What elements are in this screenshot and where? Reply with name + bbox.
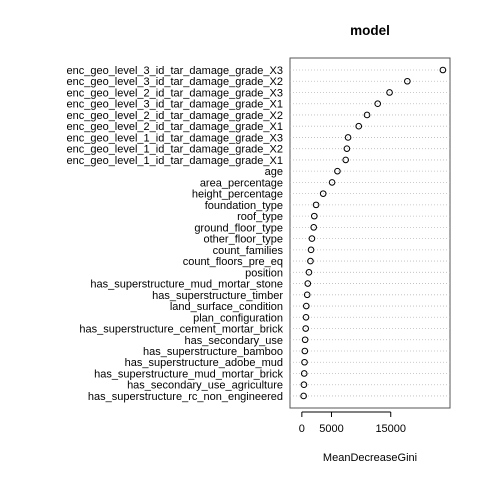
data-point (300, 381, 308, 389)
data-point (304, 280, 312, 287)
category-label: count_floors_pre_eq (183, 256, 283, 268)
category-label: enc_geo_level_1_id_tar_damage_grade_X1 (66, 155, 283, 167)
category-label: enc_geo_level_1_id_tar_damage_grade_X2 (66, 144, 283, 156)
data-point (301, 347, 309, 355)
category-label: has_superstructure_mud_mortar_brick (94, 368, 283, 380)
data-point (439, 66, 447, 74)
data-point (342, 156, 350, 164)
data-point (303, 291, 311, 299)
category-label: has_superstructure_timber (152, 290, 283, 302)
category-label: enc_geo_level_3_id_tar_damage_grade_X2 (66, 76, 283, 88)
category-label: plan_configuration (193, 312, 283, 324)
data-point (305, 269, 313, 276)
category-label: enc_geo_level_3_id_tar_damage_grade_X3 (66, 65, 283, 77)
data-point (334, 167, 341, 175)
data-point (374, 100, 382, 108)
data-point (310, 224, 318, 231)
plot-frame (289, 57, 451, 409)
category-label: enc_geo_level_2_id_tar_damage_grade_X3 (66, 87, 283, 99)
data-point (343, 145, 351, 152)
category-label: has_superstructure_mud_mortar_stone (90, 279, 283, 291)
data-point (310, 212, 318, 220)
category-label: age (265, 166, 283, 178)
category-labels: enc_geo_level_3_id_tar_damage_grade_X3en… (66, 65, 283, 403)
x-tick-label: 0 (299, 423, 305, 435)
category-label: ground_floor_type (194, 222, 283, 234)
data-point (307, 246, 315, 254)
data-point (386, 89, 393, 96)
data-point (300, 370, 308, 377)
category-label: area_percentage (200, 177, 283, 189)
category-label: has_superstructure_rc_non_engineered (88, 391, 283, 403)
category-label: position (245, 267, 283, 279)
category-label: has_superstructure_bamboo (143, 346, 283, 358)
category-label: enc_geo_level_1_id_tar_damage_grade_X3 (66, 132, 283, 144)
category-label: count_families (213, 245, 284, 257)
category-label: enc_geo_level_2_id_tar_damage_grade_X1 (66, 121, 283, 133)
x-axis: 0 5000 15000 (299, 411, 406, 435)
category-label: enc_geo_level_2_id_tar_damage_grade_X2 (66, 110, 283, 122)
category-label: enc_geo_level_3_id_tar_damage_grade_X1 (66, 99, 283, 111)
data-point (312, 201, 320, 209)
data-point (302, 302, 310, 310)
chart-title: model (350, 23, 390, 38)
data-points (300, 66, 447, 400)
category-label: has_secondary_use (185, 335, 283, 347)
category-label: has_secondary_use_agriculture (127, 380, 283, 392)
data-point (301, 336, 309, 344)
data-point (328, 179, 336, 186)
x-tick-label: 15000 (375, 423, 406, 435)
category-label: height_percentage (192, 189, 283, 201)
data-point (363, 111, 371, 119)
data-point (404, 77, 411, 85)
data-point (308, 235, 316, 242)
data-point (302, 325, 310, 332)
data-point (355, 122, 363, 130)
x-axis-label: MeanDecreaseGini (323, 452, 417, 464)
category-label: other_floor_type (204, 234, 284, 246)
data-point (301, 358, 308, 366)
category-label: foundation_type (205, 200, 283, 212)
data-point (307, 257, 314, 265)
category-label: has_superstructure_cement_mortar_brick (79, 324, 283, 336)
category-label: has_superstructure_adobe_mud (125, 357, 283, 369)
category-label: land_surface_condition (170, 301, 283, 313)
data-point (302, 313, 310, 321)
grid-lines (290, 69, 450, 397)
x-tick-label: 5000 (319, 423, 343, 435)
data-point (300, 392, 307, 400)
category-label: roof_type (237, 211, 283, 223)
data-point (319, 190, 327, 197)
data-point (344, 134, 352, 141)
